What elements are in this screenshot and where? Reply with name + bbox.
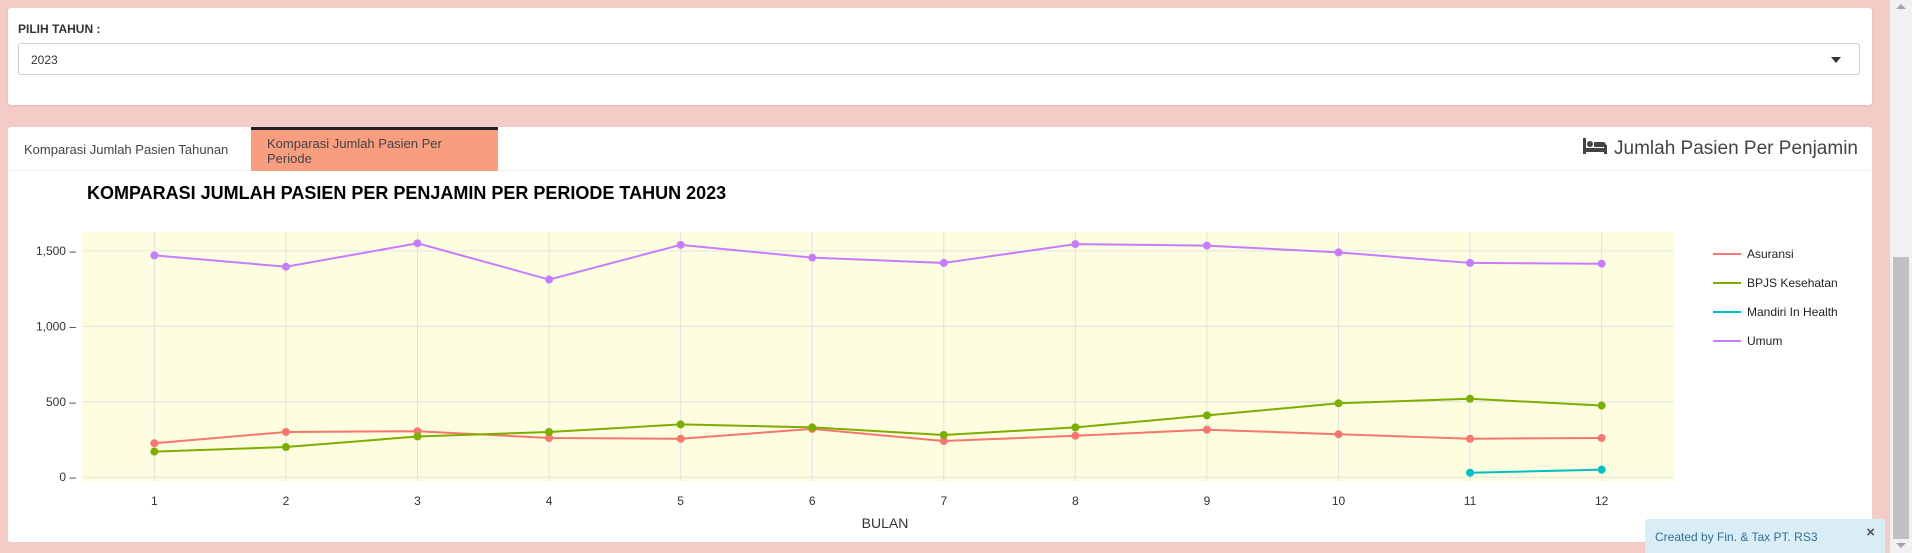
chart-svg: KOMPARASI JUMLAH PASIEN PER PENJAMIN PER… (36, 183, 1838, 531)
data-point[interactable] (1071, 423, 1080, 432)
data-point[interactable] (1071, 431, 1080, 440)
series-bpjs-kesehatan (150, 394, 1606, 456)
data-point[interactable] (1466, 434, 1475, 443)
data-point[interactable] (808, 253, 817, 262)
footer-text: Created by Fin. & Tax PT. RS3 (1655, 530, 1818, 544)
close-icon[interactable]: × (1866, 524, 1875, 541)
tab-yearly-comparison[interactable]: Komparasi Jumlah Pasien Tahunan (24, 141, 229, 157)
data-point[interactable] (413, 432, 422, 441)
data-point[interactable] (939, 258, 948, 267)
x-tick-label: 10 (1332, 494, 1346, 508)
y-tick-label: 1,000 – (36, 319, 76, 333)
data-point[interactable] (676, 240, 685, 249)
x-tick-label: 11 (1464, 494, 1477, 508)
data-point[interactable] (1071, 240, 1080, 249)
data-point[interactable] (676, 434, 685, 443)
x-tick-label: 2 (283, 494, 290, 508)
x-tick-label: 6 (809, 494, 816, 508)
series-line (154, 427, 1602, 445)
series-line (154, 242, 1602, 281)
year-select[interactable]: 2023 (18, 43, 1860, 75)
y-tick-label: 1,500 – (36, 244, 76, 258)
data-point[interactable] (1334, 399, 1343, 408)
chart-title: KOMPARASI JUMLAH PASIEN PER PENJAMIN PER… (87, 183, 726, 203)
legend-label: Asuransi (1747, 247, 1794, 261)
legend-label: Mandiri In Health (1747, 305, 1838, 319)
x-tick-label: 3 (414, 494, 421, 508)
data-point[interactable] (1202, 411, 1211, 420)
series-line (154, 397, 1602, 453)
chevron-down-icon[interactable] (1831, 57, 1841, 63)
x-tick-label: 8 (1072, 494, 1079, 508)
x-tick-label: 9 (1204, 494, 1211, 508)
filter-panel: PILIH TAHUN : 2023 (8, 8, 1872, 105)
scrollbar[interactable] (1890, 0, 1912, 553)
data-point[interactable] (150, 447, 159, 456)
x-tick-label: 12 (1595, 494, 1609, 508)
bed-icon (1582, 136, 1608, 162)
y-tick-label: 500 – (46, 395, 76, 409)
data-point[interactable] (150, 439, 159, 448)
data-point[interactable] (1597, 401, 1606, 410)
data-point[interactable] (413, 239, 422, 248)
legend-item[interactable]: Asuransi (1713, 247, 1794, 261)
data-point[interactable] (281, 443, 290, 452)
x-axis-label: BULAN (862, 515, 909, 531)
data-point[interactable] (1466, 258, 1475, 267)
tab-period-comparison[interactable]: Komparasi Jumlah Pasien Per Periode (251, 127, 498, 171)
legend[interactable]: Asuransi BPJS Kesehatan Mandiri In Health U… (1713, 247, 1838, 348)
legend-item[interactable]: BPJS Kesehatan (1713, 276, 1838, 290)
data-point[interactable] (939, 430, 948, 439)
scroll-up-icon[interactable] (1896, 4, 1906, 9)
line-chart: KOMPARASI JUMLAH PASIEN PER PENJAMIN PER… (8, 171, 1872, 542)
y-tick-label: 0 – (59, 470, 76, 484)
chart-panel: Komparasi Jumlah Pasien Tahunan Komparas… (8, 127, 1872, 542)
series-layer (150, 239, 1606, 477)
data-point[interactable] (150, 251, 159, 260)
data-point[interactable] (939, 437, 948, 446)
legend-label: BPJS Kesehatan (1747, 276, 1838, 290)
legend-item[interactable]: Umum (1713, 334, 1782, 348)
data-point[interactable] (1466, 394, 1475, 403)
x-tick-label: 1 (151, 494, 158, 508)
data-point[interactable] (1202, 425, 1211, 434)
plot-area (82, 232, 1674, 481)
series-asuransi (150, 424, 1606, 448)
year-select-value: 2023 (31, 53, 58, 67)
data-point[interactable] (1597, 465, 1606, 474)
legend-item[interactable]: Mandiri In Health (1713, 305, 1838, 319)
data-point[interactable] (808, 423, 817, 432)
legend-label: Umum (1747, 334, 1782, 348)
data-point[interactable] (1466, 468, 1475, 477)
scroll-down-icon[interactable] (1896, 543, 1906, 548)
axis-layer: 1 2 3 4 5 6 7 8 9 10 11 120 –500 –1,000 –1,500 – (36, 244, 1609, 508)
data-point[interactable] (1202, 241, 1211, 250)
data-point[interactable] (1597, 433, 1606, 442)
data-point[interactable] (281, 262, 290, 271)
footer-notice: Created by Fin. & Tax PT. RS3 × (1645, 519, 1885, 553)
data-point[interactable] (1334, 430, 1343, 439)
data-point[interactable] (1597, 259, 1606, 268)
scroll-thumb[interactable] (1893, 257, 1909, 539)
x-tick-label: 4 (546, 494, 553, 508)
panel-title: Jumlah Pasien Per Penjamin (1582, 136, 1858, 162)
data-point[interactable] (545, 427, 554, 436)
year-filter-label: PILIH TAHUN : (18, 22, 101, 36)
series-mandiri-in-health (1466, 465, 1606, 477)
data-point[interactable] (545, 275, 554, 284)
series-line (1470, 468, 1602, 474)
data-point[interactable] (281, 427, 290, 436)
tab-bar: Komparasi Jumlah Pasien Tahunan Komparas… (8, 127, 1872, 171)
data-point[interactable] (676, 420, 685, 429)
x-tick-label: 7 (940, 494, 947, 508)
x-tick-label: 5 (677, 494, 684, 508)
series-umum (150, 239, 1606, 284)
data-point[interactable] (545, 433, 554, 442)
data-point[interactable] (1334, 248, 1343, 257)
panel-title-text: Jumlah Pasien Per Penjamin (1614, 138, 1858, 159)
